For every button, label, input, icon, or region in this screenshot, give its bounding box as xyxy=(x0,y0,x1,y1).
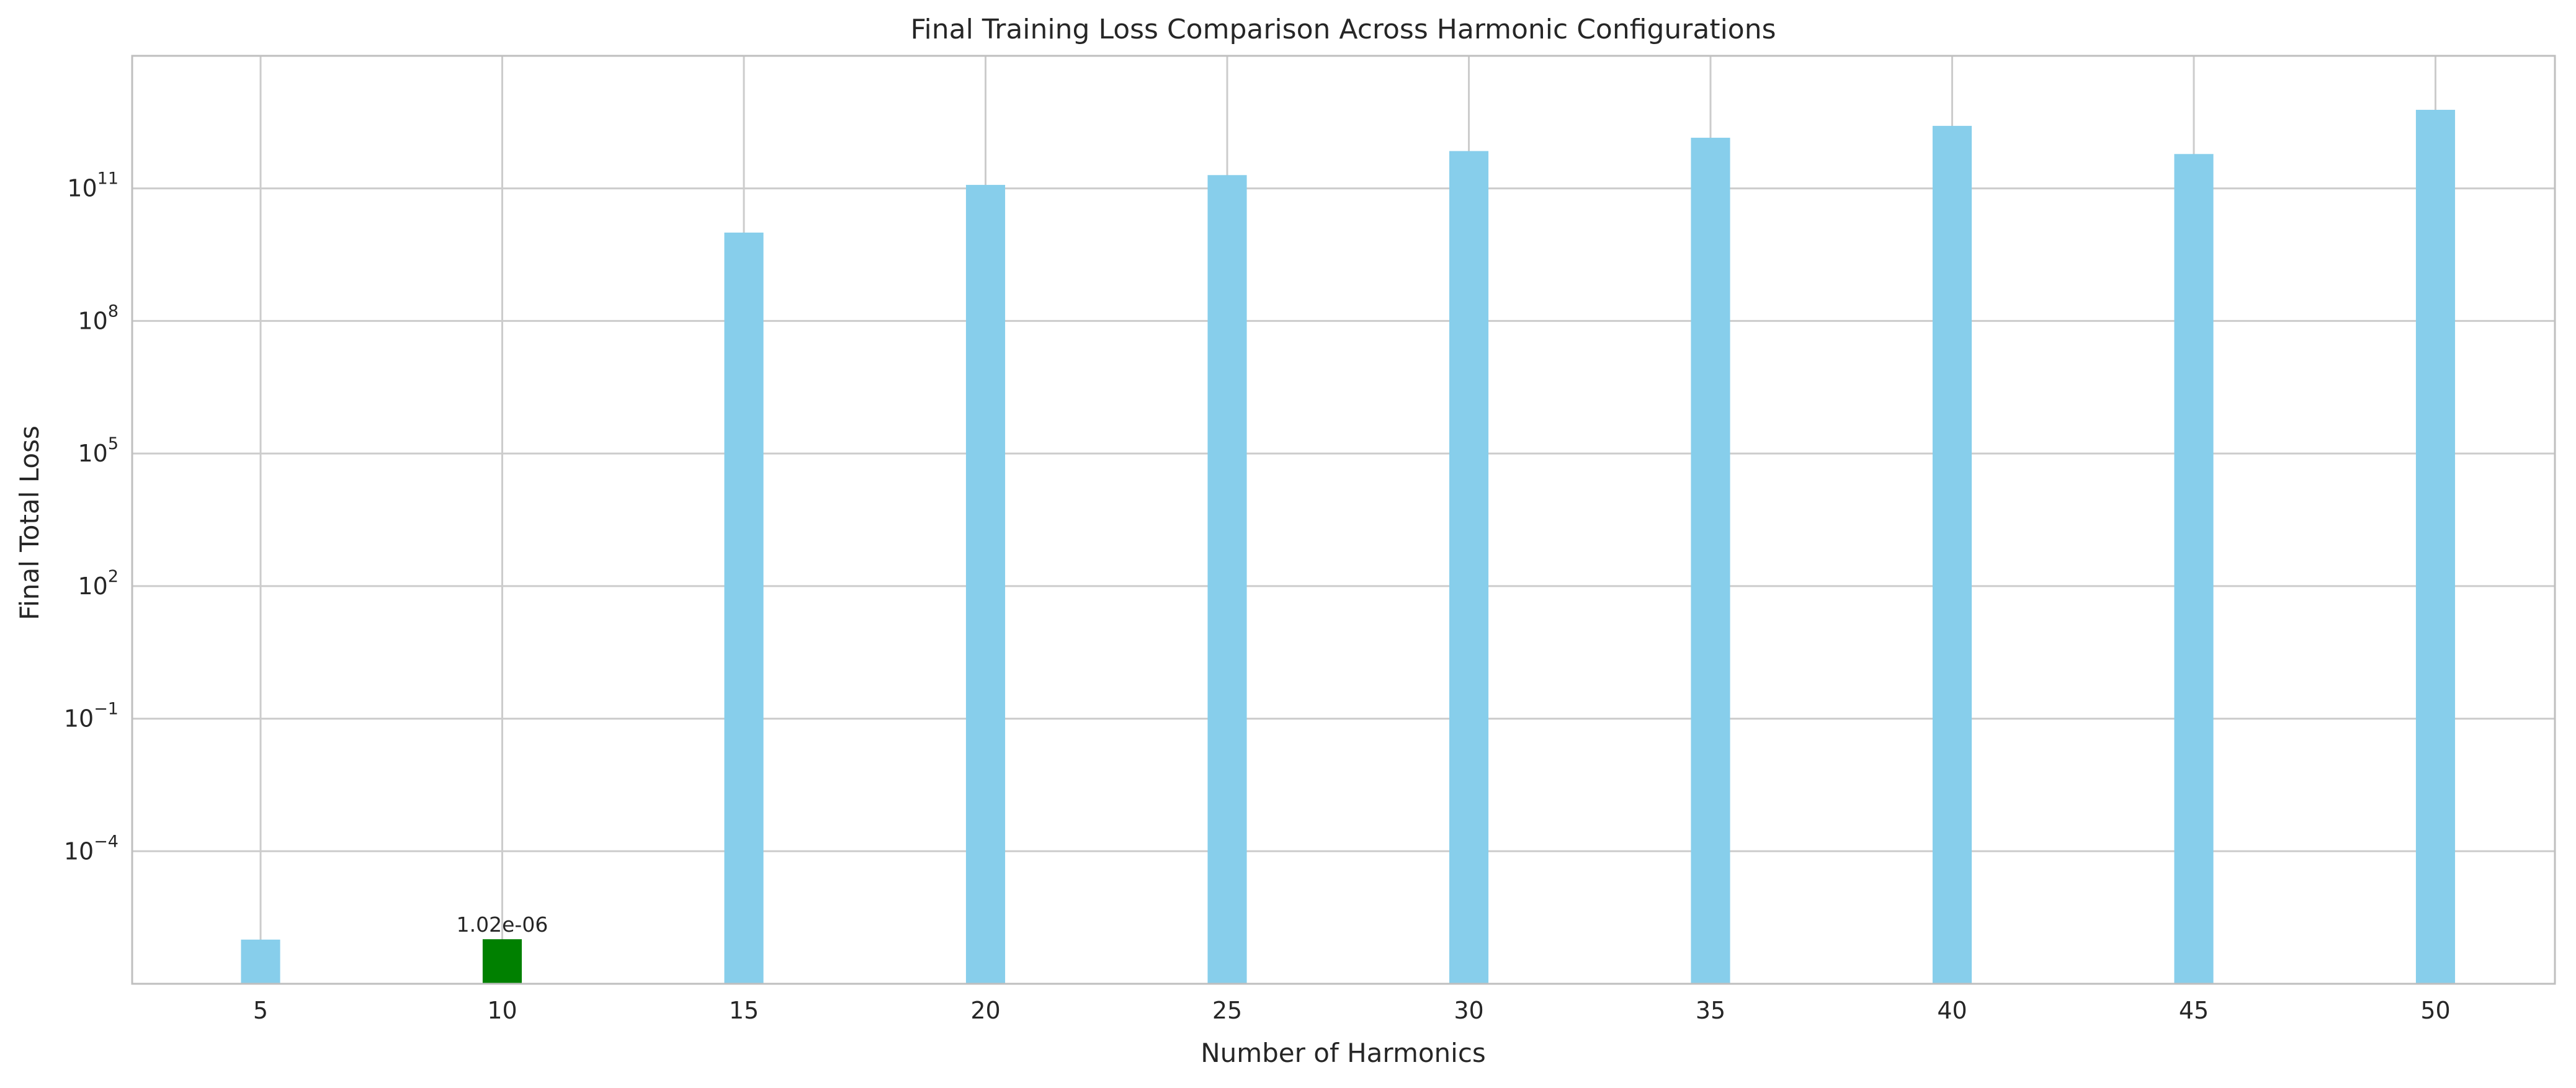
bar-25 xyxy=(1207,175,1247,984)
bar-30 xyxy=(1449,151,1489,984)
y-tick-label: 10−1 xyxy=(64,700,119,733)
y-tick-base: 10 xyxy=(78,573,107,600)
bar-10 xyxy=(482,939,522,984)
x-tick-label: 40 xyxy=(1937,997,1967,1024)
y-tick-base: 10 xyxy=(78,440,107,467)
y-tick-base: 10 xyxy=(67,175,97,202)
y-tick-label: 10−4 xyxy=(64,832,119,865)
y-tick-exponent: −1 xyxy=(94,700,119,719)
x-axis-label: Number of Harmonics xyxy=(1201,1038,1486,1068)
x-tick-labels: 5 10 15 20 25 30 35 40 45 50 xyxy=(253,997,2451,1024)
x-tick-label: 5 xyxy=(253,997,268,1024)
bars xyxy=(241,110,2456,984)
y-tick-exponent: 2 xyxy=(108,567,119,586)
bar-value-label: 1.02e-06 xyxy=(457,912,548,937)
bar-20 xyxy=(965,185,1006,984)
y-tick-exponent: 11 xyxy=(97,169,119,189)
y-tick-base: 10 xyxy=(64,837,94,865)
y-tick-label: 1011 xyxy=(67,169,119,202)
y-tick-label: 102 xyxy=(78,567,119,600)
x-tick-label: 25 xyxy=(1212,997,1242,1024)
bar-35 xyxy=(1691,138,1730,984)
y-tick-label: 108 xyxy=(78,301,119,334)
y-tick-exponent: 5 xyxy=(108,434,119,453)
x-tick-label: 30 xyxy=(1454,997,1483,1024)
bar-annotations: 1.02e-06 xyxy=(457,912,548,937)
x-tick-label: 45 xyxy=(2179,997,2209,1024)
bar-15 xyxy=(724,232,764,984)
bar-50 xyxy=(2415,110,2456,984)
bar-5 xyxy=(241,939,280,984)
x-tick-label: 20 xyxy=(970,997,1000,1024)
x-tick-label: 35 xyxy=(1696,997,1725,1024)
y-tick-label: 105 xyxy=(78,434,119,467)
bar-40 xyxy=(1932,125,1972,984)
y-tick-exponent: −4 xyxy=(94,832,119,851)
x-tick-label: 15 xyxy=(729,997,759,1024)
y-tick-base: 10 xyxy=(64,705,94,733)
y-axis-label: Final Total Loss xyxy=(14,426,45,620)
y-tick-base: 10 xyxy=(78,307,107,334)
x-tick-label: 50 xyxy=(2420,997,2450,1024)
plot-frame xyxy=(131,55,2556,985)
chart-title: Final Training Loss Comparison Across Ha… xyxy=(910,14,1776,45)
x-tick-label: 10 xyxy=(487,997,517,1024)
bar-45 xyxy=(2174,154,2214,984)
y-tick-exponent: 8 xyxy=(108,301,119,321)
